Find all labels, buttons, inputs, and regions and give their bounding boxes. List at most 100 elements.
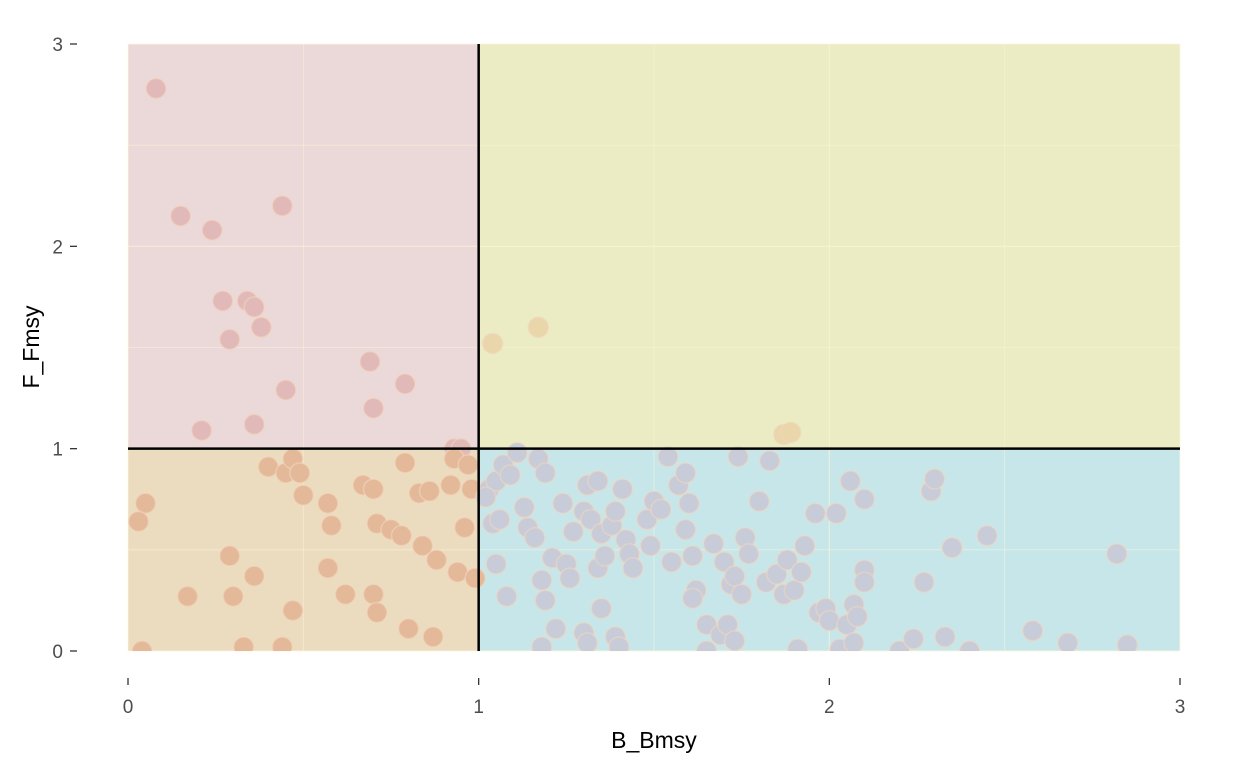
data-point [145,77,167,100]
x-axis-title: B_Bmsy [611,727,697,753]
data-point [169,205,192,227]
data-point [853,488,876,510]
data-point [660,551,683,573]
data-point [292,484,315,506]
data-points [128,77,1139,651]
y-tick-label: 2 [52,237,63,258]
data-point [534,462,557,484]
data-point [422,626,444,648]
data-point [1116,634,1139,651]
data-point [678,492,700,515]
data-point [128,510,150,533]
data-point [334,583,357,606]
data-point [1057,632,1079,651]
data-point [941,537,963,559]
data-point [839,470,862,492]
data-point [359,350,381,373]
data-point [780,421,802,444]
data-point [804,502,827,525]
data-point [317,492,339,515]
x-tick-label: 1 [473,697,484,718]
data-point [176,585,199,608]
data-point [657,446,679,468]
data-point [587,470,609,492]
data-point [464,567,486,589]
data-point [559,567,581,589]
y-axis: 0 1 2 3 [52,35,77,663]
data-point [362,397,385,419]
data-point [737,543,760,565]
data-point [787,638,809,651]
data-point [790,561,813,583]
data-point [190,419,213,442]
data-point [499,464,521,486]
data-point [250,316,273,339]
data-point [794,535,816,557]
data-point [275,379,297,401]
data-point [131,640,153,651]
data-point [317,557,339,579]
data-point [282,599,304,622]
y-axis-title: F_Fmsy [18,305,44,389]
data-point [853,571,876,593]
data-point [271,636,294,651]
data-point [394,452,416,474]
data-point [604,500,627,523]
data-point [474,486,497,508]
data-point [843,632,865,651]
data-point [397,617,420,640]
data-point [506,441,528,464]
data-point [134,492,157,515]
reference-lines [128,44,1180,651]
data-point [481,332,504,355]
data-point [545,617,567,640]
data-point [457,454,479,476]
data-point [390,524,413,547]
data-point [439,474,462,496]
data-point [271,195,294,217]
data-point [846,605,869,628]
data-point [622,557,644,579]
data-point [1106,543,1128,565]
data-point [913,571,935,593]
data-point [362,478,385,500]
data-point [758,450,781,472]
data-point [243,296,265,318]
data-point [222,585,244,608]
data-point [674,462,697,484]
data-point [639,535,662,557]
data-point [485,553,507,575]
data-point [776,549,799,571]
data-point [534,589,557,612]
data-point [783,579,806,602]
data-point [218,328,241,351]
data-point [366,601,388,624]
data-point [934,626,956,648]
y-tick-label: 1 [52,440,63,461]
data-point [723,565,746,587]
data-point [362,583,385,606]
data-point [411,535,434,557]
data-point [531,636,553,651]
data-point [576,632,599,651]
data-point [1021,620,1044,642]
x-tick-label: 3 [1175,697,1186,718]
data-point [320,514,343,537]
x-tick-label: 0 [123,697,134,718]
data-point [902,628,925,650]
data-point [488,508,511,531]
data-point [695,640,718,651]
data-point [524,526,546,549]
data-point [650,498,672,521]
y-tick-label: 3 [52,35,63,56]
data-point [527,316,550,339]
data-point [562,520,585,543]
data-point [727,446,749,468]
y-tick-label: 0 [52,642,63,663]
data-point [818,609,841,632]
data-point [453,516,476,539]
data-point [513,496,536,519]
data-point [825,502,848,525]
data-point [748,490,770,513]
